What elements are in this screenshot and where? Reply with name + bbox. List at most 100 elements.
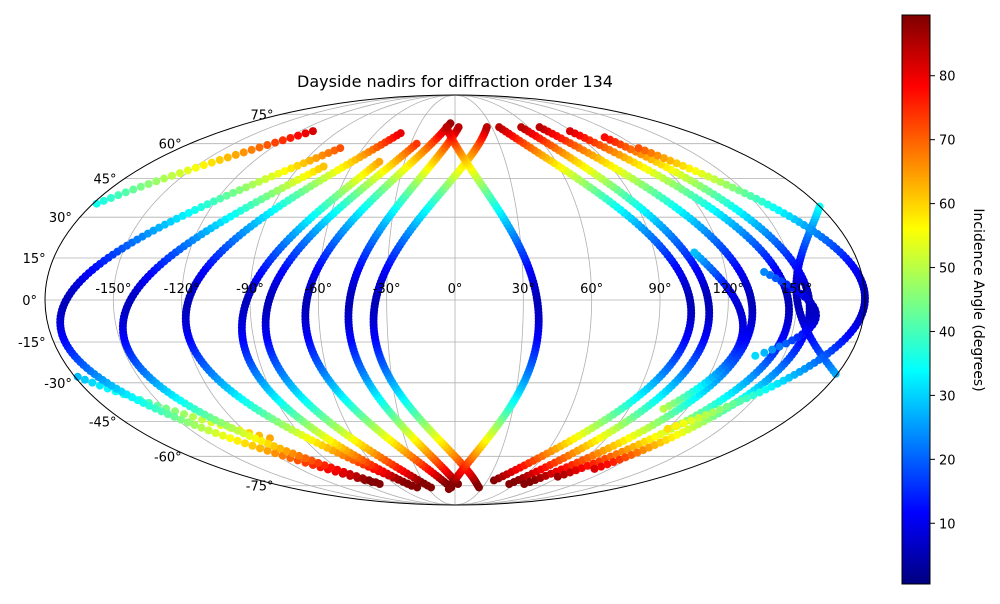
data-point [271,449,280,458]
data-point [666,156,675,165]
data-point [286,133,295,142]
data-point [223,153,232,162]
data-point [306,156,315,165]
data-point [241,183,250,192]
data-point [454,123,463,132]
data-point [722,180,731,189]
data-point [255,143,264,152]
data-point [271,138,280,147]
y-tick-label: -15° [18,336,46,351]
data-point [609,458,618,467]
data-point [600,133,609,142]
data-point [755,388,764,397]
data-point [482,123,491,132]
data-point [280,167,289,176]
data-point [269,442,278,451]
x-tick-label: 90° [648,282,671,297]
data-points [56,119,869,494]
data-point [495,123,504,132]
data-point [267,172,276,181]
data-point [640,146,649,155]
data-point [274,169,283,178]
colorbar-ticks: 10 20 30 40 50 60 70 80 [930,70,956,532]
data-point [199,161,208,170]
series-track [118,162,380,487]
data-point [751,351,760,360]
data-point [251,434,260,443]
series-track [659,248,747,413]
data-point [736,397,745,406]
data-point [697,169,706,178]
data-point [679,419,688,428]
data-point [678,161,687,170]
colorbar: 10 20 30 40 50 60 70 80 Incidence Angle (degree… [901,14,986,585]
x-tick-label: -120° [164,282,200,297]
data-point [163,410,172,419]
y-tick-label: -75° [246,480,274,495]
series-track [520,123,757,488]
data-point [535,123,544,132]
data-point [326,463,335,472]
y-tick-label: 45° [94,173,117,188]
data-point [73,372,82,381]
data-point [371,478,380,487]
data-point [301,129,310,138]
data-point [760,348,769,357]
data-point [710,175,719,184]
colorbar-gradient [901,14,931,585]
data-point [197,423,206,432]
data-point [216,194,225,203]
x-tick-label: -60° [304,282,332,297]
y-tick-label: 15° [23,252,46,267]
data-point [203,200,212,209]
data-point [319,162,328,171]
y-tick-label: 30° [49,211,72,226]
data-point [333,465,342,474]
data-point [590,464,599,473]
data-point [160,174,169,183]
chart-title: Dayside nadirs for diffraction order 134 [297,72,613,91]
data-point [248,441,257,450]
data-point [152,177,161,186]
series-track [261,139,436,492]
x-tick-label: 30° [512,282,535,297]
data-point [129,185,138,194]
data-point [704,172,713,181]
data-point [412,139,421,148]
data-point [565,127,574,136]
x-tick-label: -150° [95,282,131,297]
data-point [176,415,185,424]
data-point [261,175,270,184]
data-point [345,470,354,479]
data-point [211,429,220,438]
colorbar-label: Incidence Angle (degrees) [970,208,986,391]
colorbar-tick-label: 20 [939,453,956,468]
data-point [121,188,130,197]
data-point [183,166,192,175]
data-point [247,145,256,154]
data-point [442,123,451,132]
data-point [553,472,562,481]
data-point [740,189,749,198]
data-point [114,191,123,200]
data-point [144,179,153,188]
data-point [687,416,696,425]
data-point [358,474,367,483]
data-point [190,206,199,215]
y-tick-label: 75° [250,108,273,123]
series-track [369,123,491,492]
data-point [263,446,272,455]
series-track [505,123,714,488]
data-point [517,123,526,132]
data-point [167,171,176,180]
data-point [749,391,758,400]
x-tick-label: 150° [781,282,812,297]
data-point [663,424,672,433]
data-point [189,412,198,421]
data-point [659,154,668,163]
data-point [248,180,257,189]
data-point [314,458,323,467]
data-point [263,141,272,150]
data-point [307,456,316,465]
